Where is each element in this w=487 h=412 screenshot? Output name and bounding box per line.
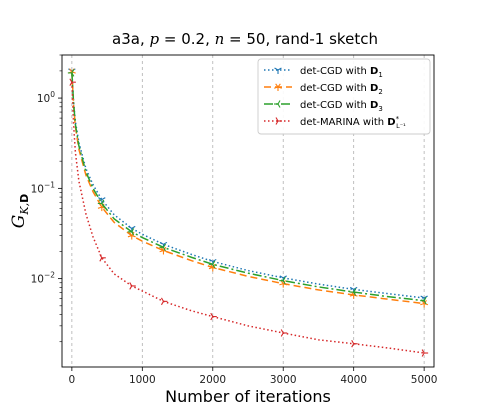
series-marker (274, 83, 282, 91)
y-tick-label: 100 (37, 90, 55, 105)
series-marker (69, 78, 76, 86)
x-tick-label: 5000 (411, 374, 438, 386)
series-marker (97, 199, 105, 208)
x-tick-label: 4000 (340, 374, 367, 386)
x-axis-ticks: 0 1000 2000 3000 4000 5000 (69, 367, 438, 386)
series-marker (275, 117, 282, 125)
series-marker (274, 67, 282, 74)
series-marker (421, 349, 429, 357)
legend-entry: det-MARINA with D* L⁻¹ (264, 115, 406, 130)
plot-frame (61, 54, 435, 368)
legend-label: det-MARINA with D* L⁻¹ (300, 115, 406, 130)
series-marker (280, 329, 288, 337)
series-marker (160, 297, 168, 306)
x-tick-label: 0 (69, 374, 76, 386)
legend-entry: det-CGD with D1 (264, 66, 383, 79)
series-line (71, 72, 425, 302)
legend-box (257, 58, 431, 135)
series (69, 78, 429, 357)
series-marker (279, 276, 286, 285)
series-line (71, 82, 425, 354)
legend-label: det-CGD with D1 (300, 66, 383, 79)
y-axis-label: GK,D (9, 194, 31, 228)
legend-label: det-CGD with D2 (300, 83, 383, 96)
legend-entry: det-CGD with D3 (264, 100, 383, 113)
series-layer (67, 68, 429, 357)
y-tick-label: 10−2 (31, 271, 56, 286)
chart-title: a3a, p = 0.2, n = 50, rand-1 sketch (112, 30, 378, 48)
series-marker (99, 254, 106, 262)
series-marker (210, 312, 217, 321)
x-tick-label: 3000 (270, 374, 297, 386)
series-marker (274, 100, 281, 108)
series-marker (129, 282, 136, 290)
legend: det-CGD with D1 det-CGD with D2 det-CGD wi… (257, 58, 431, 135)
series (67, 69, 427, 305)
x-tick-label: 2000 (199, 374, 226, 386)
series-marker (67, 69, 75, 77)
y-axis-ticks: 10−2 10−1 100 (31, 54, 62, 343)
series-marker (351, 340, 358, 348)
legend-label: det-CGD with D3 (300, 100, 383, 113)
series-marker (159, 243, 166, 252)
series-marker (420, 296, 427, 305)
y-tick-label: 10−1 (31, 180, 56, 195)
x-grid-lines (71, 55, 425, 367)
series-marker (349, 288, 357, 296)
legend-entry: det-CGD with D2 (264, 83, 383, 96)
series-marker (127, 228, 135, 236)
x-axis-label: Number of iterations (165, 387, 331, 406)
x-tick-label: 1000 (129, 374, 156, 386)
series-marker (208, 260, 216, 269)
series-line (71, 71, 425, 305)
